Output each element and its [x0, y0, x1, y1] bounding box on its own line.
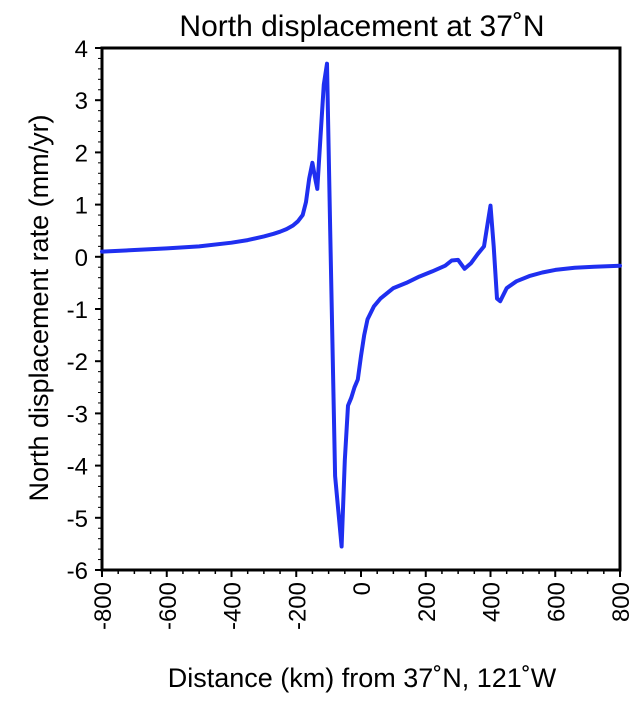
y-tick-label: 4 [75, 36, 88, 63]
x-tick-label: -800 [90, 582, 117, 630]
plot-frame [100, 46, 622, 572]
x-tick-label: 600 [543, 582, 570, 622]
y-tick-label: 2 [75, 140, 88, 167]
y-tick-label: -4 [67, 454, 88, 481]
y-axis-label: North displacement rate (mm/yr) [24, 114, 54, 501]
tick-labels: -800 -600 -400 -200 0 200 400 600 800 4 3 2 1 0 -1 -2 -3… [67, 36, 635, 630]
y-tick-label: -1 [67, 297, 88, 324]
y-tick-label: 1 [75, 193, 88, 220]
axis-ticks [95, 47, 621, 577]
y-tick-label: -2 [67, 349, 88, 376]
y-tick-label: -5 [67, 506, 88, 533]
y-tick-label: 3 [75, 88, 88, 115]
chart-title: North displacement at 37˚N [179, 10, 544, 43]
x-axis-label: Distance (km) from 37˚N, 121˚W [168, 663, 557, 693]
x-tick-label: 400 [479, 582, 506, 622]
y-tick-label: -3 [67, 401, 88, 428]
x-tick-label: 0 [349, 582, 376, 595]
series-line-0 [100, 61, 622, 549]
y-tick-label: -6 [67, 558, 88, 585]
x-tick-label: -400 [220, 582, 247, 630]
x-tick-label: -200 [284, 582, 311, 630]
x-tick-label: -600 [155, 582, 182, 630]
plot-area [100, 46, 622, 572]
x-tick-label: 800 [608, 582, 635, 622]
y-tick-label: 0 [75, 245, 88, 272]
x-tick-label: 200 [414, 582, 441, 622]
